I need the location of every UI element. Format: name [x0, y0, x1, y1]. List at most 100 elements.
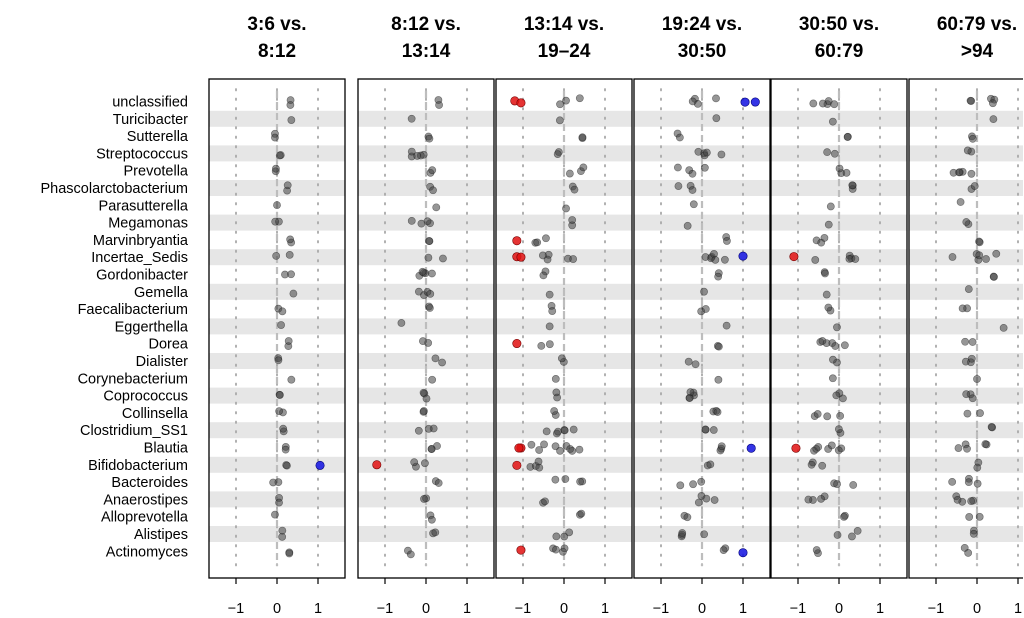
data-point: [435, 101, 443, 109]
data-point: [828, 117, 837, 126]
data-point: [431, 354, 440, 363]
data-point: [712, 114, 721, 123]
x-tick-label: 0: [422, 601, 430, 617]
data-point: [804, 495, 813, 504]
data-point: [689, 480, 697, 489]
panel-title-line2: 19–24: [538, 41, 591, 62]
panel-6: −1 0 1 60:79 vs. >94: [908, 14, 1023, 617]
data-point: [694, 147, 703, 156]
data-point: [809, 99, 818, 108]
data-point-negative: [789, 252, 799, 262]
data-point: [413, 152, 422, 160]
data-point-positive: [315, 460, 325, 470]
data-point: [818, 461, 827, 470]
data-point: [407, 114, 416, 123]
data-point: [964, 285, 973, 293]
data-point: [578, 133, 587, 142]
genus-labels: unclassifiedTuricibacterSutterellaStrept…: [41, 95, 189, 561]
data-point: [407, 147, 416, 156]
data-point: [539, 271, 548, 280]
data-point: [990, 273, 998, 281]
panel-2: −1 0 1 8:12 vs. 13:14: [357, 14, 495, 617]
data-point: [820, 234, 829, 242]
data-point: [562, 204, 570, 213]
data-point: [981, 440, 990, 448]
data-point: [828, 374, 837, 383]
data-point: [552, 388, 561, 397]
data-point: [848, 532, 856, 541]
genus-label: Dorea: [149, 337, 189, 353]
data-point: [271, 510, 279, 519]
data-point: [719, 546, 728, 554]
data-point-positive: [746, 443, 756, 453]
data-point: [992, 249, 1001, 258]
data-point: [853, 526, 862, 535]
row-band: [496, 387, 632, 404]
data-point: [552, 532, 561, 541]
data-point: [538, 251, 547, 260]
data-point: [723, 237, 731, 245]
data-point: [975, 251, 984, 260]
data-point: [826, 202, 835, 211]
data-point: [848, 181, 857, 190]
data-point: [849, 481, 858, 489]
data-point: [279, 424, 288, 433]
data-point: [813, 410, 822, 418]
data-point: [575, 445, 584, 454]
row-band: [496, 145, 632, 162]
data-point: [824, 303, 833, 312]
x-tick-label: 1: [739, 601, 747, 617]
data-point: [963, 409, 972, 418]
genus-label: Bifidobacterium: [88, 458, 188, 474]
data-point: [982, 255, 990, 263]
data-point: [701, 253, 710, 261]
data-point: [287, 116, 296, 124]
panel-frame: [908, 78, 1023, 579]
x-tick-label: −1: [653, 601, 670, 617]
data-point: [427, 515, 436, 524]
genus-label: Dialister: [136, 354, 189, 370]
data-point: [275, 391, 284, 399]
data-point: [407, 216, 416, 225]
data-point: [545, 340, 554, 349]
genus-label: Phascolarctobacterium: [41, 181, 189, 197]
data-point: [713, 408, 722, 416]
data-point: [286, 101, 295, 109]
genus-label: Anaerostipes: [103, 492, 188, 508]
data-point: [552, 545, 560, 554]
x-tick-label: −1: [228, 601, 245, 617]
data-point: [675, 133, 684, 142]
data-point: [973, 375, 981, 383]
data-point: [834, 446, 843, 455]
panel-title-line2: 8:12: [258, 41, 296, 62]
data-point: [275, 407, 284, 416]
data-point: [962, 218, 971, 226]
data-point: [287, 270, 295, 279]
data-point: [540, 440, 548, 449]
row-band: [209, 456, 345, 473]
data-point: [717, 150, 726, 159]
data-point: [425, 304, 434, 312]
panels: −1 0 1 3:6 vs. 8:12 −1 0 1 8:12 vs. 13:14 −1 0 1 13:1…: [208, 14, 1023, 617]
data-point: [817, 494, 825, 503]
data-point: [818, 337, 827, 345]
data-point: [684, 357, 693, 366]
data-point: [534, 457, 543, 466]
panel-title-line1: 13:14 vs.: [524, 14, 604, 35]
x-tick-label: −1: [515, 601, 532, 617]
genus-label: Streptococcus: [96, 146, 188, 162]
data-point-positive: [738, 251, 748, 261]
data-point: [542, 234, 550, 243]
data-point: [827, 441, 836, 450]
data-point: [565, 169, 574, 178]
x-tick-label: −1: [377, 601, 394, 617]
data-point: [956, 198, 965, 206]
data-point: [418, 267, 427, 276]
data-point: [975, 512, 984, 521]
genus-label: Gemella: [134, 285, 189, 301]
panel-title-line2: 13:14: [402, 41, 451, 62]
data-point: [554, 427, 562, 436]
data-point: [420, 495, 428, 503]
data-point-positive: [750, 97, 760, 107]
